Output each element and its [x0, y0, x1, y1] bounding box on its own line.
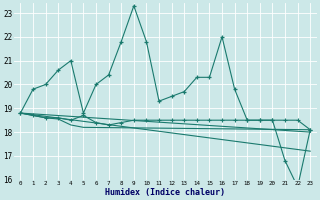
X-axis label: Humidex (Indice chaleur): Humidex (Indice chaleur): [105, 188, 225, 197]
